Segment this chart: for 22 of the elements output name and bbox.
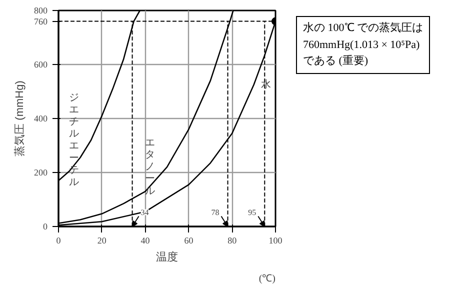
x-tick-label: 100 — [268, 236, 283, 246]
annotation: 水の 100℃ での蒸気圧は 760mmHg(1.013 × 10⁵Pa) である (重要) — [296, 16, 430, 74]
x-tick-label: 0 — [56, 236, 62, 246]
x-tick-label: 20 — [97, 236, 107, 246]
x-tick-label: 40 — [140, 236, 150, 246]
y-tick-label: 400 — [34, 114, 48, 124]
x-axis-title: 温度 — [156, 250, 178, 264]
text: (℃) — [258, 274, 276, 284]
annotation: ジエチルエーテル — [69, 92, 80, 188]
y-tick-label: 600 — [34, 60, 48, 70]
x-tick-label: 80 — [228, 236, 238, 246]
y-tick-label: 760 — [34, 16, 48, 26]
annotation: エタノール — [145, 137, 155, 197]
y-tick-label: 0 — [43, 222, 48, 232]
ref-line-label: 95 — [248, 208, 256, 218]
ref-line-label: 34 — [140, 208, 149, 218]
y-tick-label: 800 — [34, 6, 48, 16]
ref-line-label: 78 — [211, 208, 220, 218]
x-tick-label: 60 — [184, 236, 194, 246]
annotation: 水 — [260, 78, 271, 90]
y-axis-title: 蒸気圧 (mmHg) — [13, 80, 26, 156]
y-tick-label: 200 — [34, 168, 48, 178]
